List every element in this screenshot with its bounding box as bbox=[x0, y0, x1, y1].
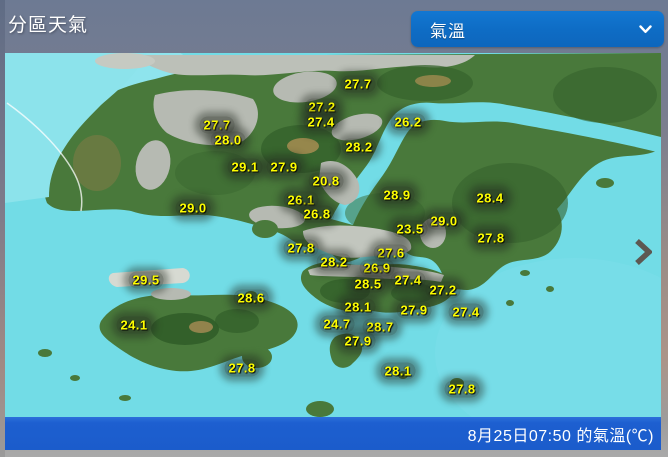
weather-type-selected-value: 氣溫 bbox=[430, 21, 466, 41]
page-title: 分區天氣 bbox=[8, 15, 89, 36]
weather-map: 27.7 27.2 27.4 26.2 27.7 28.0 28.2 29.1 27.9 20.8… bbox=[5, 53, 661, 450]
chevron-right-icon bbox=[634, 239, 652, 265]
next-map-button[interactable] bbox=[632, 237, 654, 267]
map-caption: 8月25日07:50 的氣溫(℃) bbox=[467, 427, 654, 445]
hong-kong-satellite-map bbox=[5, 53, 661, 417]
chevron-down-icon bbox=[639, 24, 652, 33]
weather-type-select[interactable]: 氣溫 bbox=[411, 11, 664, 47]
widget-header: 分區天氣 氣溫 bbox=[0, 0, 668, 53]
caption-bar: 8月25日07:50 的氣溫(℃) bbox=[5, 417, 661, 450]
